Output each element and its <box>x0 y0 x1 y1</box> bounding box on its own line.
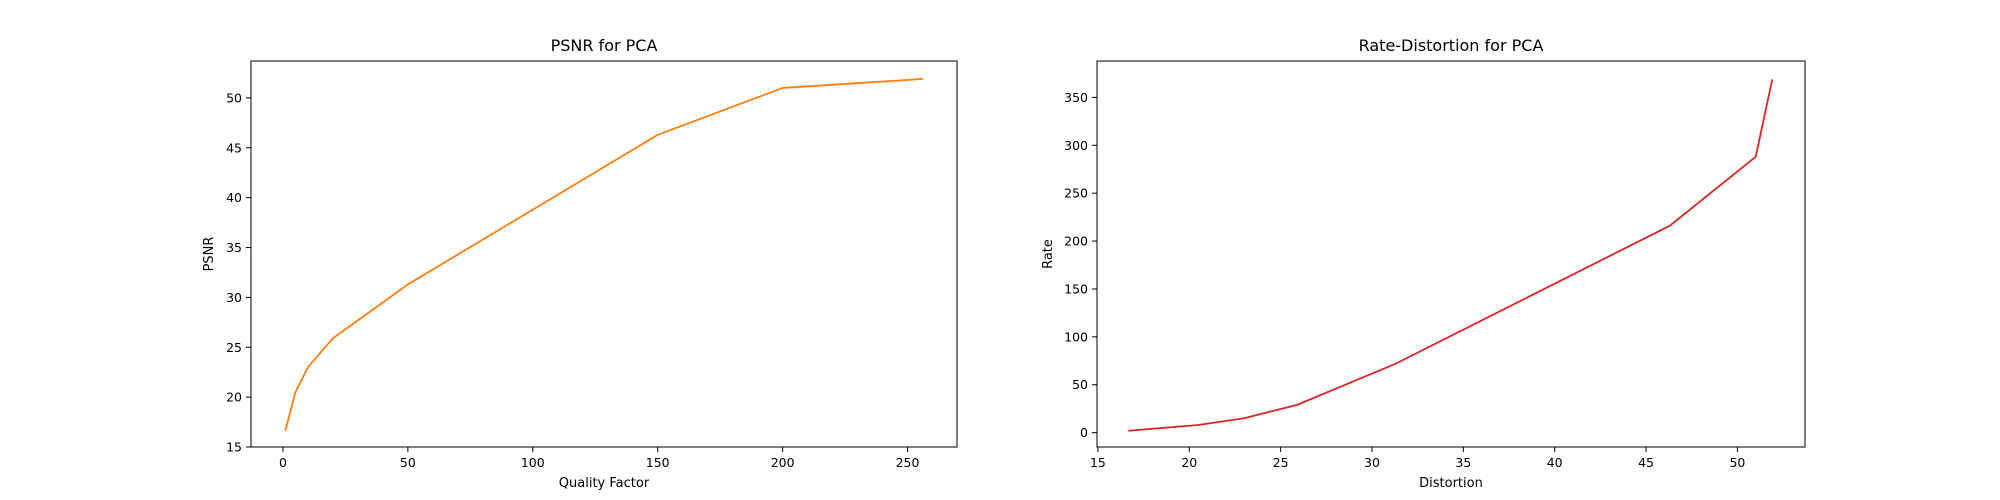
y-tick-label: 250 <box>1064 186 1088 201</box>
x-tick-label: 250 <box>896 455 920 470</box>
y-tick-label: 50 <box>1072 377 1088 392</box>
y-tick-label: 25 <box>226 340 242 355</box>
y-tick-label: 50 <box>226 90 242 105</box>
x-tick-label: 100 <box>521 455 545 470</box>
y-tick-label: 150 <box>1064 281 1088 296</box>
x-tick-label: 45 <box>1638 455 1654 470</box>
tick-group: 15 20 25 30 35 40 45 50 0 50 100 150 200 250 300 350 <box>1064 90 1745 470</box>
axes-frame <box>1096 60 1806 448</box>
y-tick-label: 20 <box>226 390 242 405</box>
y-tick-label: 45 <box>226 140 242 155</box>
y-tick-label: 100 <box>1064 329 1088 344</box>
chart-title: PSNR for PCA <box>551 36 658 55</box>
x-tick-label: 25 <box>1273 455 1289 470</box>
y-tick-label: 200 <box>1064 234 1088 249</box>
x-tick-label: 50 <box>400 455 416 470</box>
x-tick-label: 40 <box>1547 455 1563 470</box>
y-tick-label: 40 <box>226 190 242 205</box>
x-tick-label: 0 <box>279 455 287 470</box>
x-tick-label: 30 <box>1364 455 1380 470</box>
y-tick-label: 15 <box>226 440 242 455</box>
x-axis-label: Quality Factor <box>559 476 650 491</box>
axes-frame <box>250 60 958 448</box>
x-tick-label: 20 <box>1181 455 1197 470</box>
y-axis-label: PSNR <box>202 237 217 272</box>
x-tick-label: 150 <box>646 455 670 470</box>
series-line <box>1128 79 1774 432</box>
x-tick-label: 200 <box>771 455 795 470</box>
series-line <box>284 78 924 431</box>
plot-area <box>1128 79 1774 432</box>
y-tick-label: 35 <box>226 240 242 255</box>
chart-title: Rate-Distortion for PCA <box>1359 36 1544 55</box>
tick-group: 0 50 100 150 200 250 15 20 25 30 35 40 45 50 <box>226 90 919 470</box>
psnr-chart: PSNR for PCA Quality Factor PSNR 0 50 100 1… <box>202 36 958 491</box>
y-tick-label: 350 <box>1064 90 1088 105</box>
y-tick-label: 300 <box>1064 138 1088 153</box>
x-tick-label: 15 <box>1090 455 1106 470</box>
plot-area <box>284 78 924 431</box>
y-axis-label: Rate <box>1041 239 1056 269</box>
y-tick-label: 0 <box>1080 425 1088 440</box>
x-tick-label: 50 <box>1729 455 1745 470</box>
x-axis-label: Distortion <box>1419 476 1483 491</box>
y-tick-label: 30 <box>226 290 242 305</box>
rate-distortion-chart: Rate-Distortion for PCA Distortion Rate … <box>1041 36 1806 491</box>
x-tick-label: 35 <box>1455 455 1471 470</box>
